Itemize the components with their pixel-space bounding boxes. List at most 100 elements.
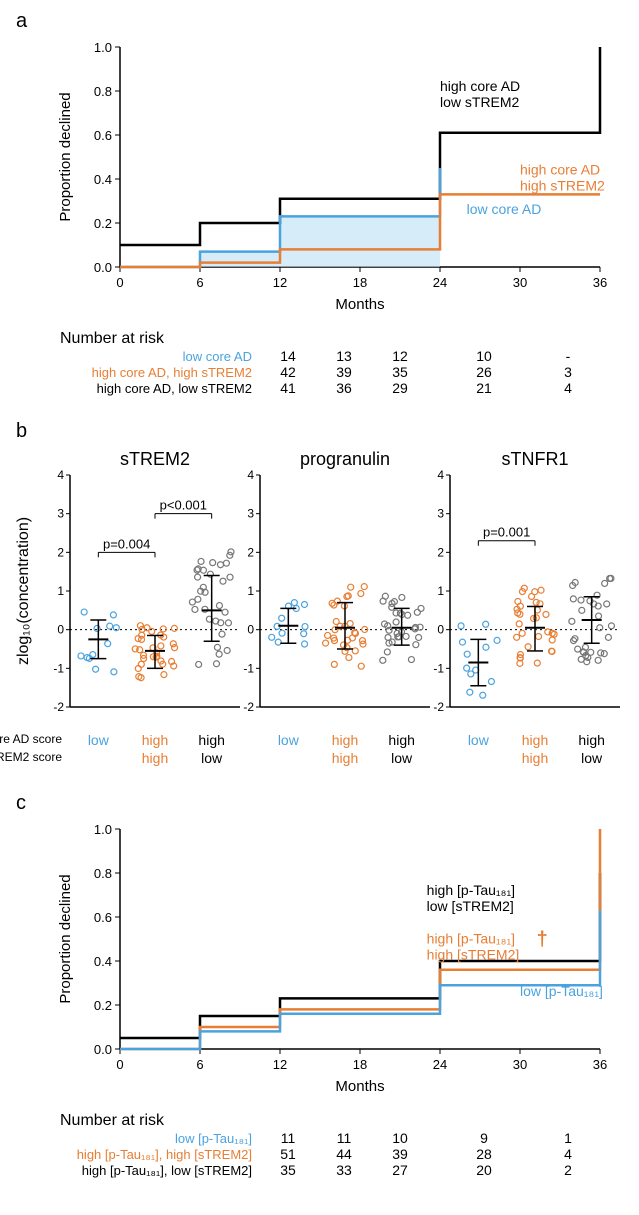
- group-axis-row: core AD scorelowhighhighlowhighhighlowhi…: [10, 732, 629, 750]
- svg-text:1: 1: [57, 584, 64, 598]
- panel-a: a 0.00.20.40.60.81.0061218243036MonthsPr…: [10, 10, 629, 396]
- svg-text:-1: -1: [433, 661, 444, 675]
- group-axis-value: high: [378, 732, 426, 748]
- risk-cell: 44: [316, 1146, 372, 1162]
- risk-row: low [p-Tau₁₈₁]11111091: [30, 1130, 629, 1146]
- svg-text:-1: -1: [53, 661, 64, 675]
- svg-text:30: 30: [513, 1057, 527, 1072]
- group-axis-value: low: [188, 750, 236, 766]
- group-axis-value: high: [131, 732, 179, 748]
- risk-cell: 4: [540, 1146, 596, 1162]
- panel-c-label: c: [10, 792, 629, 815]
- svg-text:p<0.001: p<0.001: [160, 498, 207, 513]
- svg-text:0.2: 0.2: [94, 216, 112, 231]
- svg-text:1: 1: [437, 584, 444, 598]
- group-axis-value: high: [511, 750, 559, 766]
- svg-text:high [sTREM2]: high [sTREM2]: [427, 946, 520, 962]
- svg-text:0.4: 0.4: [94, 172, 112, 187]
- svg-text:0.8: 0.8: [94, 84, 112, 99]
- svg-text:12: 12: [273, 275, 287, 290]
- svg-text:24: 24: [433, 1057, 447, 1072]
- svg-text:high [p-Tau₁₈₁]: high [p-Tau₁₈₁]: [427, 882, 515, 898]
- svg-text:0.2: 0.2: [94, 998, 112, 1013]
- risk-cell: 39: [316, 364, 372, 380]
- risk-cell: 10: [428, 348, 540, 364]
- group-axis-value: high: [568, 732, 616, 748]
- risk-row: high [p-Tau₁₈₁], high [sTREM2]514439284: [30, 1146, 629, 1162]
- svg-text:Months: Months: [335, 1078, 384, 1095]
- panel-c-chart: 0.00.20.40.60.81.0061218243036MonthsProp…: [10, 819, 629, 1104]
- risk-label: high [p-Tau₁₈₁], high [sTREM2]: [30, 1147, 260, 1162]
- risk-cell: 39: [372, 1146, 428, 1162]
- group-axis-value: low: [264, 732, 312, 748]
- svg-text:high core AD: high core AD: [520, 162, 600, 178]
- group-axis-value: low: [454, 732, 502, 748]
- svg-text:0: 0: [116, 275, 123, 290]
- risk-title-c: Number at risk: [60, 1112, 629, 1130]
- svg-text:Months: Months: [335, 296, 384, 313]
- risk-cell: 51: [260, 1146, 316, 1162]
- risk-row: high core AD, low sTREM2413629214: [30, 380, 629, 396]
- svg-text:0: 0: [116, 1057, 123, 1072]
- risk-cell: 35: [260, 1162, 316, 1178]
- svg-text:18: 18: [353, 275, 367, 290]
- risk-cell: 2: [540, 1162, 596, 1178]
- group-axis-value: low: [378, 750, 426, 766]
- svg-text:2: 2: [247, 545, 254, 559]
- group-axis-label: sTREM2 score: [0, 750, 66, 764]
- risk-cell: 1: [540, 1130, 596, 1146]
- svg-text:12: 12: [273, 1057, 287, 1072]
- svg-text:36: 36: [593, 275, 607, 290]
- svg-text:low [p-Tau₁₈₁]: low [p-Tau₁₈₁]: [520, 983, 603, 999]
- svg-text:sTREM2: sTREM2: [120, 449, 190, 469]
- svg-text:-2: -2: [53, 700, 64, 714]
- svg-text:3: 3: [247, 507, 254, 521]
- panel-a-risk-table: Number at risk low core AD14131210-high …: [30, 330, 629, 396]
- svg-text:high sTREM2: high sTREM2: [520, 178, 605, 194]
- svg-text:0: 0: [437, 623, 444, 637]
- group-axis-value: high: [188, 732, 236, 748]
- group-axis-value: low: [74, 732, 122, 748]
- svg-text:18: 18: [353, 1057, 367, 1072]
- risk-label: low core AD: [30, 349, 260, 364]
- svg-text:-1: -1: [243, 661, 254, 675]
- risk-cell: 4: [540, 380, 596, 396]
- svg-text:1.0: 1.0: [94, 822, 112, 837]
- svg-text:6: 6: [196, 275, 203, 290]
- svg-text:0.6: 0.6: [94, 128, 112, 143]
- risk-cell: 21: [428, 380, 540, 396]
- svg-text:2: 2: [437, 545, 444, 559]
- risk-cell: 11: [260, 1130, 316, 1146]
- risk-cell: 41: [260, 380, 316, 396]
- risk-cell: 28: [428, 1146, 540, 1162]
- svg-text:24: 24: [433, 275, 447, 290]
- risk-row: low core AD14131210-: [30, 348, 629, 364]
- svg-text:0.0: 0.0: [94, 1042, 112, 1057]
- risk-cell: 42: [260, 364, 316, 380]
- group-axis-value: high: [321, 732, 369, 748]
- risk-label: high core AD, low sTREM2: [30, 381, 260, 396]
- risk-cell: 26: [428, 364, 540, 380]
- svg-text:0: 0: [247, 623, 254, 637]
- svg-text:progranulin: progranulin: [300, 449, 390, 469]
- risk-row: high [p-Tau₁₈₁], low [sTREM2]353327202: [30, 1162, 629, 1178]
- svg-text:low sTREM2: low sTREM2: [440, 94, 520, 110]
- panel-c: c 0.00.20.40.60.81.0061218243036MonthsPr…: [10, 792, 629, 1178]
- risk-cell: 13: [316, 348, 372, 364]
- svg-text:Proportion declined: Proportion declined: [57, 92, 74, 221]
- risk-cell: 14: [260, 348, 316, 364]
- svg-text:high [p-Tau₁₈₁]: high [p-Tau₁₈₁]: [427, 930, 515, 946]
- svg-text:36: 36: [593, 1057, 607, 1072]
- panel-a-label: a: [10, 10, 629, 33]
- risk-row: high core AD, high sTREM2423935263: [30, 364, 629, 380]
- risk-cell: 36: [316, 380, 372, 396]
- svg-text:-2: -2: [243, 700, 254, 714]
- svg-text:sTNFR1: sTNFR1: [502, 449, 569, 469]
- risk-cell: 29: [372, 380, 428, 396]
- svg-text:0: 0: [57, 623, 64, 637]
- group-axis-value: high: [131, 750, 179, 766]
- risk-cell: 12: [372, 348, 428, 364]
- svg-text:4: 4: [247, 468, 254, 482]
- risk-cell: 3: [540, 364, 596, 380]
- svg-text:4: 4: [57, 468, 64, 482]
